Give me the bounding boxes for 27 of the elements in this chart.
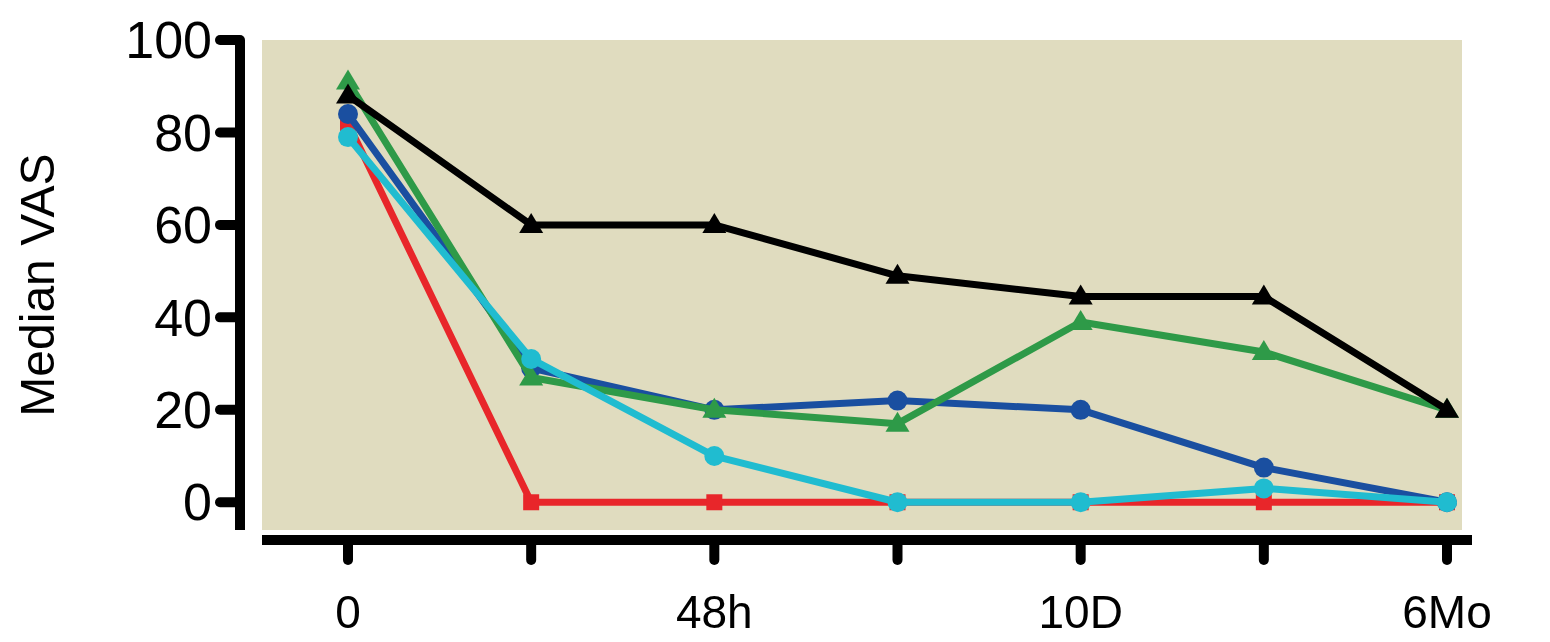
point: [1070, 399, 1091, 420]
point: [702, 212, 727, 233]
x-tick-label: 6Mo: [1402, 586, 1492, 638]
point: [521, 348, 542, 369]
point: [1253, 478, 1274, 499]
y-tick-label: 60: [154, 196, 212, 255]
x-tick-label: 48h: [675, 586, 753, 638]
point: [1253, 457, 1274, 478]
y-tick-label: 100: [125, 11, 212, 70]
point: [1068, 284, 1093, 305]
x-tick-label: 0: [335, 586, 361, 638]
y-tick-label: 0: [183, 473, 212, 532]
point: [338, 103, 358, 124]
point: [704, 446, 725, 467]
point: [336, 83, 360, 104]
point: [519, 212, 544, 233]
point: [706, 494, 723, 511]
point: [885, 263, 910, 284]
point: [523, 494, 540, 511]
x-tick-label: 10D: [1038, 586, 1123, 638]
y-axis-title: Median VAS: [11, 153, 64, 417]
y-tick-label: 20: [154, 381, 212, 440]
point: [887, 390, 908, 411]
y-tick-label: 40: [154, 288, 212, 347]
point: [1251, 340, 1276, 361]
point: [885, 411, 910, 432]
y-tick-label: 80: [154, 103, 212, 162]
